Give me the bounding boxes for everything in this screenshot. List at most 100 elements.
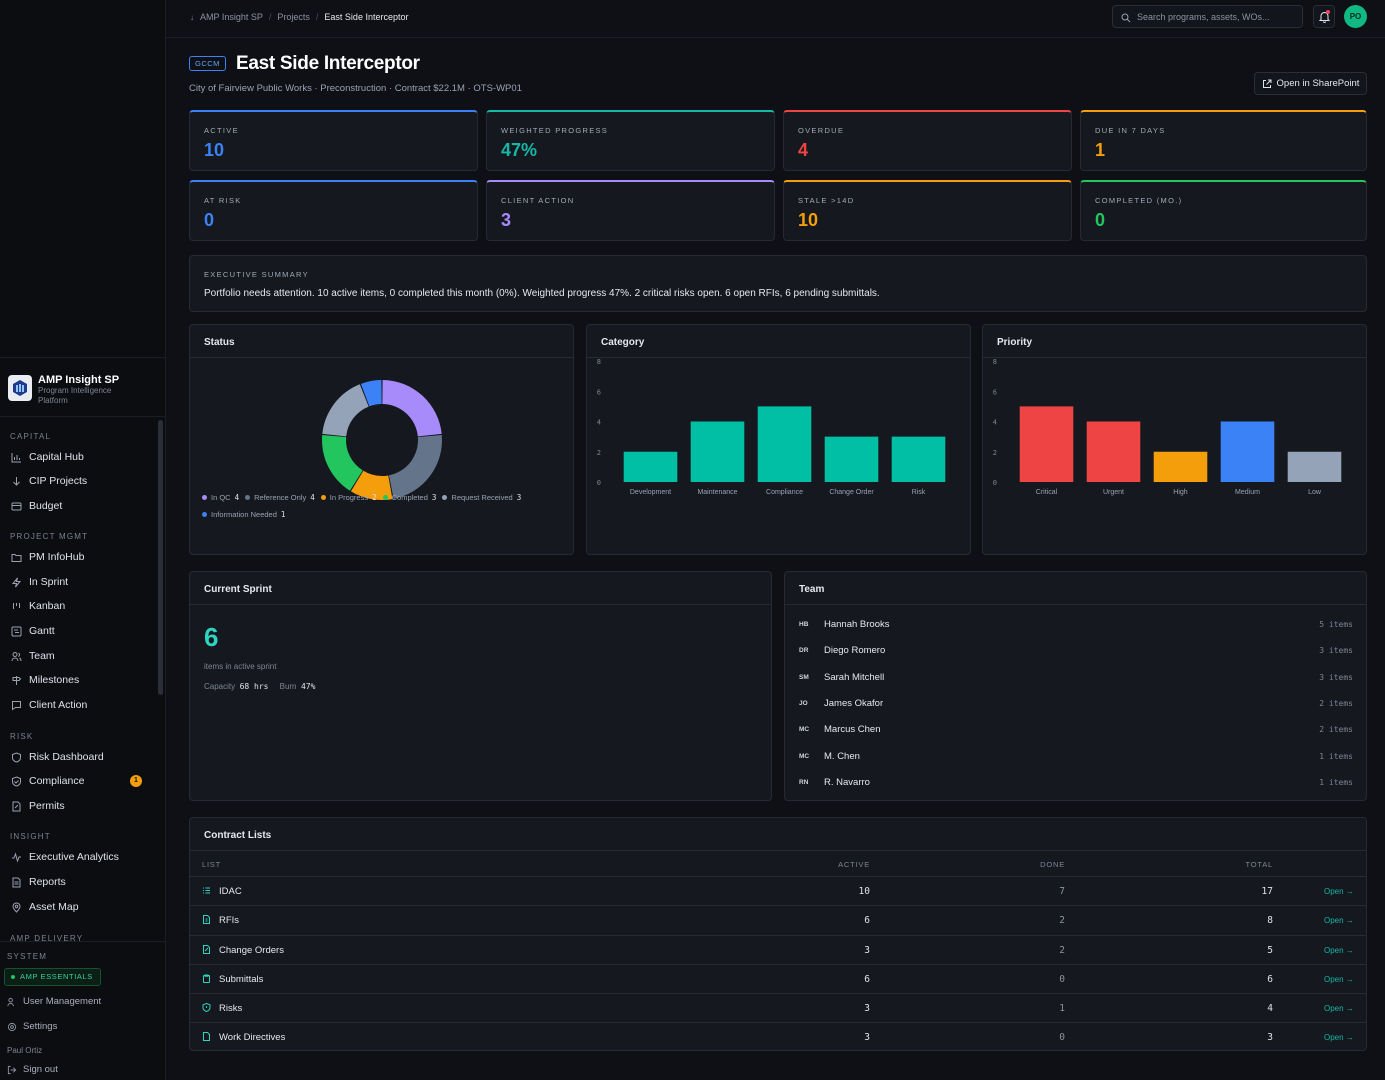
breadcrumb-separator: / [315, 12, 319, 22]
compliance-badge: 1 [130, 775, 142, 787]
nav-item-milestones[interactable]: Milestones [10, 670, 150, 690]
nav-item-client-action[interactable]: Client Action [10, 695, 150, 715]
shield-icon [10, 751, 22, 763]
folder-icon [10, 551, 22, 563]
open-link[interactable]: Open → [1324, 946, 1354, 955]
kpi-card[interactable]: STALE >14D 10 [783, 180, 1072, 241]
notifications-button[interactable] [1313, 5, 1335, 28]
open-link[interactable]: Open → [1324, 975, 1354, 984]
donut-slice[interactable] [322, 384, 369, 437]
table-row[interactable]: Submittals 6 0 6 Open → [190, 964, 1367, 993]
nav-section-insight: INSIGHT [10, 832, 51, 841]
open-link[interactable]: Open → [1324, 887, 1354, 896]
nav-item-in-sprint[interactable]: In Sprint [10, 572, 150, 592]
nav-section-delivery: AMP DELIVERY [10, 934, 84, 943]
table-row[interactable]: IDAC 10 7 17 Open → [190, 876, 1367, 905]
kpi-label: DUE IN 7 DAYS [1095, 126, 1166, 135]
nav-item-permits[interactable]: Permits [10, 796, 150, 816]
nav-item-gantt[interactable]: Gantt [10, 621, 150, 641]
nav-item-capital-hub[interactable]: Capital Hub [10, 447, 150, 467]
donut-slice[interactable] [360, 380, 382, 407]
bar[interactable] [690, 421, 745, 483]
donut-slice[interactable] [382, 380, 442, 437]
member-name: Hannah Brooks [824, 618, 890, 630]
table-row[interactable]: Change Orders 3 2 5 Open → [190, 935, 1367, 964]
amp-essentials-badge[interactable]: AMP ESSENTIALS [4, 968, 101, 986]
team-panel: Team HB Hannah Brooks 5 items DR Diego Rome… [784, 571, 1367, 801]
wallet-icon [10, 500, 22, 512]
kpi-card[interactable]: COMPLETED (MO.) 0 [1080, 180, 1367, 241]
bar[interactable] [824, 436, 879, 482]
nav-item-executive-analytics[interactable]: Executive Analytics [10, 847, 150, 867]
table-row[interactable]: Work Directives 3 0 3 Open → [190, 1022, 1367, 1051]
team-member-row[interactable]: DR Diego Romero 3 items [799, 642, 1353, 658]
team-member-row[interactable]: SM Sarah Mitchell 3 items [799, 669, 1353, 685]
bar[interactable] [1019, 406, 1074, 482]
sidebar-scrollbar[interactable] [158, 420, 163, 695]
nav-item-reports[interactable]: Reports [10, 872, 150, 892]
nav-item-cip-projects[interactable]: CIP Projects [10, 471, 150, 491]
open-sharepoint-button[interactable]: Open in SharePoint [1254, 72, 1367, 95]
bar[interactable] [623, 451, 678, 482]
row-name: Submittals [219, 974, 264, 985]
team-member-row[interactable]: RN R. Navarro 1 items [799, 774, 1353, 790]
row-total: 6 [1267, 974, 1273, 985]
kpi-card[interactable]: CLIENT ACTION 3 [486, 180, 775, 241]
team-member-row[interactable]: MC Marcus Chen 2 items [799, 721, 1353, 737]
open-link[interactable]: Open → [1324, 1004, 1354, 1013]
row-total: 17 [1261, 886, 1273, 897]
avatar[interactable]: PO [1344, 5, 1367, 28]
legend-label: Information Needed [211, 510, 277, 519]
legend-count: 2 [372, 493, 377, 502]
open-link[interactable]: Open → [1324, 1033, 1354, 1042]
nav-item-user-management[interactable]: User Management [7, 996, 101, 1007]
y-tick-label: 0 [597, 479, 601, 487]
brand[interactable]: AMP Insight SP Program Intelligence Plat… [0, 357, 166, 417]
bar[interactable] [891, 436, 946, 482]
brand-subtitle: Program Intelligence Platform [38, 386, 112, 405]
member-items: 3 items [1319, 645, 1353, 655]
kpi-card[interactable]: AT RISK 0 [189, 180, 478, 241]
search-input[interactable]: Search programs, assets, WOs... [1112, 5, 1303, 28]
member-initials: RN [799, 778, 809, 786]
donut-slice[interactable] [388, 435, 442, 499]
legend-item: In QC 4 [202, 489, 239, 506]
nav-item-pm-infohub[interactable]: PM InfoHub [10, 547, 150, 567]
contract-lists-panel: Contract Lists LIST ACTIVE DONE TOTAL ID… [189, 817, 1367, 1051]
nav-item-risk-dashboard[interactable]: Risk Dashboard [10, 747, 150, 767]
nav-item-kanban[interactable]: Kanban [10, 596, 150, 616]
bar[interactable] [1220, 421, 1275, 483]
team-member-row[interactable]: MC M. Chen 1 items [799, 748, 1353, 764]
nav-item-settings[interactable]: Settings [7, 1021, 57, 1032]
bar[interactable] [757, 406, 812, 482]
kpi-label: WEIGHTED PROGRESS [501, 126, 609, 135]
nav-item-budget[interactable]: Budget [10, 496, 150, 516]
team-member-row[interactable]: JO James Okafor 2 items [799, 695, 1353, 711]
bar[interactable] [1153, 451, 1208, 482]
open-link[interactable]: Open → [1324, 916, 1354, 925]
table-row[interactable]: Risks 3 1 4 Open → [190, 993, 1367, 1022]
kpi-card[interactable]: OVERDUE 4 [783, 110, 1072, 171]
row-active: 10 [858, 886, 870, 897]
kpi-card[interactable]: DUE IN 7 DAYS 1 [1080, 110, 1367, 171]
x-tick-label: Critical [1036, 489, 1058, 496]
donut-slice[interactable] [350, 470, 393, 500]
legend-label: In Progress [329, 493, 369, 502]
breadcrumb-projects[interactable]: Projects [277, 12, 310, 22]
donut-slice[interactable] [322, 435, 363, 491]
table-row[interactable]: RFIs 6 2 8 Open → [190, 905, 1367, 934]
breadcrumb-root[interactable]: AMP Insight SP [200, 12, 263, 22]
bar[interactable] [1086, 421, 1141, 483]
kpi-card[interactable]: WEIGHTED PROGRESS 47% [486, 110, 775, 171]
kpi-card[interactable]: ACTIVE 10 [189, 110, 478, 171]
nav-item-compliance[interactable]: Compliance 1 [10, 771, 150, 791]
legend-count: 4 [310, 493, 315, 502]
nav-item-asset-map[interactable]: Asset Map [10, 897, 150, 917]
team-member-row[interactable]: HB Hannah Brooks 5 items [799, 616, 1353, 632]
back-arrow-icon[interactable]: ↓ [190, 12, 194, 22]
row-active: 6 [864, 974, 870, 985]
bar[interactable] [1287, 451, 1342, 482]
sign-out-button[interactable]: Sign out [7, 1064, 58, 1075]
top-bar: ↓ AMP Insight SP / Projects / East Side … [166, 0, 1385, 38]
nav-item-team[interactable]: Team [10, 646, 150, 666]
